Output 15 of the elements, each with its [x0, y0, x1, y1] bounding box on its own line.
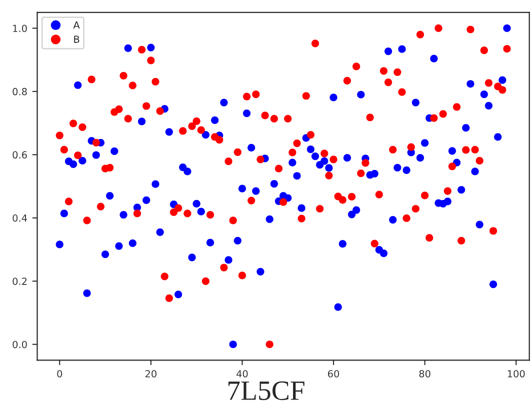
x-tick-label: 20	[145, 370, 156, 378]
y-tick-label: 0.4	[12, 214, 27, 222]
y-tick-label: 0.0	[12, 340, 27, 348]
x-tick-label: 60	[328, 370, 340, 378]
x-tick-label: 100	[508, 370, 525, 378]
legend-label: A	[73, 21, 80, 29]
text: 7L5CF	[228, 381, 304, 400]
legend-label: B	[74, 36, 80, 43]
y-tick-label: 1.0	[13, 24, 27, 32]
x-tick-label: 0	[57, 370, 62, 378]
y-tick-label: 0.8	[12, 88, 27, 96]
y-tick-label: 0.2	[12, 278, 27, 285]
y-tick-label: 0.6	[12, 151, 27, 159]
x-tick-label: 40	[236, 370, 248, 378]
x-tick-label: 80	[419, 370, 430, 378]
